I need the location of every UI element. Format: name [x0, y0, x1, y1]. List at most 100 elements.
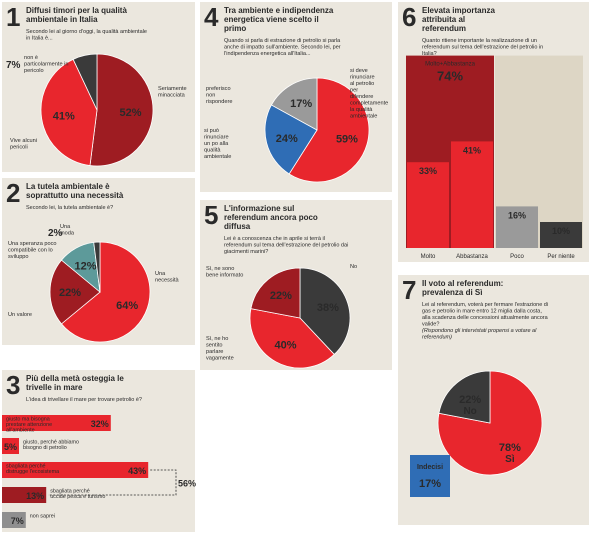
- category-label: No: [350, 264, 357, 270]
- bar: [2, 415, 111, 431]
- value-label: 22%: [59, 287, 81, 299]
- pie-slice: [93, 241, 101, 293]
- category-label: si può rinunciare un po alla qualità amb…: [204, 128, 231, 160]
- panel-subtitle: Quanto ritiene importante la realizzazio…: [422, 38, 545, 57]
- category-label: Poco: [510, 254, 524, 260]
- value-label: 16%: [508, 210, 526, 220]
- pie-slice: [72, 53, 98, 111]
- panel-subtitle: Lei al referendum, voterà per fermare l'…: [422, 302, 550, 328]
- panel-title: Diffusi timori per la qualità ambientale…: [26, 6, 129, 24]
- value-label: 32%: [91, 419, 109, 429]
- panel-number: 3: [6, 370, 20, 400]
- panel-number: 7: [402, 275, 416, 305]
- value-label: 64%: [116, 300, 138, 312]
- panel-title: Tra ambiente e indipendenza energetica v…: [224, 6, 336, 33]
- value-label: 33%: [419, 166, 437, 176]
- category-label: giusto, perché abbiamo bisogno di petrol…: [23, 440, 81, 452]
- panel-title: Il voto al referendum: prevalenza di Sì: [422, 279, 506, 297]
- pie-slice: [299, 267, 351, 356]
- value-label: 17%: [290, 98, 312, 110]
- category-label: Per niente: [547, 254, 575, 260]
- panel-number: 1: [6, 2, 20, 32]
- value-label: 41%: [463, 145, 481, 155]
- bar: [2, 462, 149, 478]
- panel-number: 5: [204, 200, 218, 230]
- pie-slice: [89, 53, 154, 167]
- value-label: 7%: [11, 516, 24, 526]
- category-label: Sì: [505, 454, 515, 465]
- panel-title: Più della metà osteggia le trivelle in m…: [26, 374, 126, 392]
- value-label: 22%: [270, 290, 292, 302]
- category-label: Seriamente minacciata: [158, 86, 188, 99]
- panel-number: 6: [402, 2, 416, 32]
- undecided-value: 17%: [419, 478, 441, 490]
- category-label: No: [463, 406, 476, 417]
- category-label: Sì, ne sono bene informato: [206, 266, 243, 279]
- panel-title: L'informazione sul referendum ancora poc…: [224, 204, 320, 231]
- panel-subtitle: Lei è a conoscenza che in aprile si terr…: [224, 236, 350, 255]
- pie-slice: [264, 104, 318, 175]
- category-label: non saprei: [30, 514, 55, 520]
- bar: [2, 512, 26, 528]
- value-label: 38%: [317, 302, 339, 314]
- category-label: Sì, ne ho sentito parlare vagamente: [206, 336, 234, 362]
- pie-slice: [60, 241, 151, 343]
- panel-subtitle: L'idea di trivellare il mare per trovare…: [26, 397, 142, 403]
- panel-subtitle: Secondo lei al giorno d'oggi, la qualità…: [26, 29, 148, 42]
- value-label: 13%: [26, 491, 44, 501]
- panel-number: 2: [6, 178, 20, 208]
- panel-title: La tutela ambientale è soprattutto una n…: [26, 182, 124, 200]
- combined-label: Molto+Abbastanza: [425, 62, 476, 68]
- category-label: Molto: [421, 254, 436, 260]
- category-label: Una necessità: [155, 271, 180, 284]
- pie-slice: [250, 267, 301, 319]
- category-label: si deve rinunciare al petrolio per difen…: [350, 68, 390, 120]
- undecided-box: [410, 455, 450, 497]
- bar: [407, 162, 449, 248]
- category-label: Vive alcuni pericoli: [10, 138, 39, 151]
- category-label: Un valore: [8, 312, 32, 318]
- category-label: giusto ma bisogna prestare attenzione al…: [6, 417, 54, 434]
- bracket-label: 56%: [178, 479, 196, 489]
- panel-title: Elevata importanza attribuita al referen…: [422, 6, 497, 33]
- value-label: 2%: [48, 228, 63, 239]
- pie-slice: [40, 58, 98, 167]
- pie-slice: [249, 308, 335, 369]
- undecided-label: Indecisi: [417, 464, 443, 471]
- category-label: Una speranza poco compatibile con lo svi…: [8, 241, 58, 260]
- category-label: sbagliata perché uccide pesca e turismo: [50, 489, 105, 501]
- panel-subtitle: Secondo lei, la tutela ambientale è?: [26, 205, 113, 211]
- panel-note: (Rispondono gli intervistati propensi a …: [422, 328, 538, 341]
- value-label: 5%: [4, 442, 17, 452]
- value-label: 40%: [275, 339, 297, 351]
- pie-slice: [49, 259, 101, 325]
- value-label: 52%: [120, 107, 142, 119]
- category-label: preferisco non rispondere: [206, 86, 232, 105]
- value-label: 10%: [552, 226, 570, 236]
- value-label: 12%: [75, 261, 97, 273]
- pie-slice: [270, 77, 318, 131]
- value-label: 78%: [499, 442, 521, 454]
- value-label: 24%: [276, 133, 298, 145]
- category-label: non è particolarmente in pericolo: [24, 55, 70, 74]
- category-label: sbagliata perché distrugge l'ecosistema: [6, 464, 59, 476]
- value-label: 59%: [336, 134, 358, 146]
- pie-slice: [288, 77, 370, 183]
- value-label: 22%: [459, 394, 481, 406]
- value-label: 7%: [6, 60, 21, 71]
- bar: [451, 141, 493, 248]
- bar: [540, 222, 582, 248]
- category-label: Una moda: [60, 224, 75, 237]
- panel-number: 4: [204, 2, 219, 32]
- pie-slice: [438, 370, 491, 424]
- panel-subtitle: Quando si parla di estrazione di petroli…: [224, 38, 342, 57]
- value-label: 41%: [53, 110, 75, 122]
- combined-value: 74%: [437, 69, 463, 84]
- value-label: 43%: [128, 466, 146, 476]
- bar: [2, 487, 47, 503]
- panel: [2, 370, 195, 532]
- category-label: Abbastanza: [456, 254, 488, 260]
- bar: [2, 438, 19, 454]
